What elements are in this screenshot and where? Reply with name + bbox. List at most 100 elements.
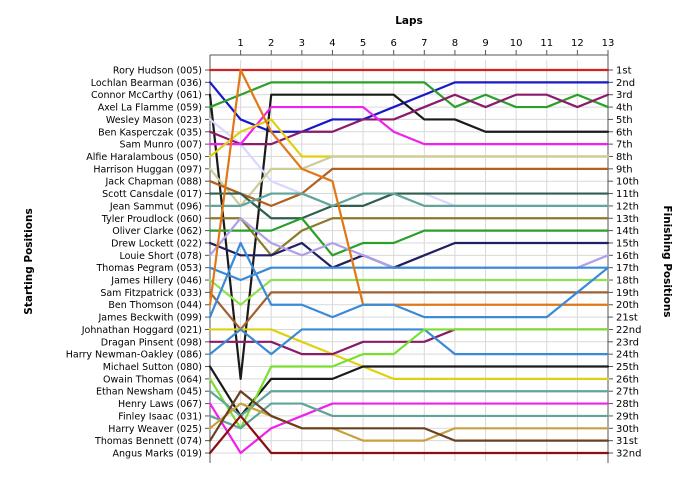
series-line	[208, 328, 610, 430]
series-line	[208, 192, 610, 220]
series-line	[208, 328, 610, 356]
series-line	[208, 266, 610, 282]
lap-tick-label: 7	[421, 38, 427, 49]
series-line	[208, 155, 610, 207]
driver-label: Ben Thomson (044)	[108, 300, 202, 311]
finishing-label: 19th	[616, 288, 639, 299]
driver-label: James Beckwith (099)	[98, 313, 203, 324]
finishing-label: 8th	[616, 152, 633, 163]
finishing-label: 16th	[616, 251, 639, 262]
series-layer	[208, 68, 610, 455]
driver-label: Wesley Mason (023)	[106, 115, 202, 126]
series-line	[208, 81, 610, 109]
finishing-label: 29th	[616, 411, 639, 422]
driver-label: Tyler Proudlock (060)	[101, 214, 202, 225]
lap-tick-label: 6	[391, 38, 397, 49]
driver-label: Rory Hudson (005)	[113, 66, 202, 77]
finishing-label: 30th	[616, 424, 639, 435]
driver-label: Dragan Pinsent (098)	[101, 337, 202, 348]
series-line	[208, 402, 610, 442]
driver-label: Ben Kasperczak (035)	[98, 127, 202, 138]
finishing-label: 5th	[616, 115, 633, 126]
driver-label: Louie Short (078)	[119, 251, 202, 262]
finishing-label: 3rd	[616, 90, 633, 101]
driver-label: Jack Chapman (088)	[104, 177, 202, 188]
driver-label: Axel La Flamme (059)	[98, 103, 202, 114]
driver-label: Ethan Newsham (045)	[96, 387, 202, 398]
series-line	[208, 167, 610, 207]
finishing-label: 1st	[616, 66, 632, 77]
left-axis-title: Starting Positions	[23, 208, 35, 314]
driver-label: Jean Sammut (096)	[109, 201, 202, 212]
series-line	[208, 217, 610, 257]
series-line	[208, 365, 610, 418]
finishing-label: 12th	[616, 201, 639, 212]
series-line	[208, 328, 610, 380]
driver-label: Oliver Clarke (062)	[112, 226, 202, 237]
driver-label: Scott Cansdale (017)	[102, 189, 202, 200]
driver-label: Finley Isaac (031)	[118, 411, 202, 422]
finishing-label: 26th	[616, 374, 639, 385]
series-line	[208, 402, 610, 430]
lap-tick-label: 8	[452, 38, 458, 49]
series-line	[208, 81, 610, 133]
lap-tick-label: 1	[237, 38, 243, 49]
driver-label: Angus Marks (019)	[113, 449, 202, 460]
series-line	[208, 192, 610, 207]
series-line	[208, 241, 610, 319]
finishing-label: 6th	[616, 127, 633, 138]
label-layer: Laps Starting Positions Finishing Positi…	[23, 15, 673, 460]
finishing-label: 14th	[616, 226, 639, 237]
series-line	[208, 68, 610, 306]
series-line	[208, 93, 610, 146]
lap-tick-label: 11	[540, 38, 553, 49]
finishing-label: 28th	[616, 399, 639, 410]
driver-label: Connor McCarthy (061)	[91, 90, 202, 101]
finishing-label: 13th	[616, 214, 639, 225]
finishing-label: 4th	[616, 103, 633, 114]
driver-label: Lochlan Bearman (036)	[91, 78, 202, 89]
driver-label: Thomas Bennett (074)	[94, 436, 202, 447]
series-line	[208, 414, 610, 455]
finishing-label: 2nd	[616, 78, 635, 89]
driver-label: Sam Fitzpatrick (033)	[100, 288, 202, 299]
series-line	[208, 390, 610, 442]
finishing-label: 23rd	[616, 337, 639, 348]
series-line	[208, 217, 610, 257]
lap-tick-label: 3	[299, 38, 305, 49]
driver-label: Henry Laws (067)	[118, 399, 202, 410]
lap-tick-label: 12	[571, 38, 584, 49]
axis-layer	[205, 50, 613, 463]
finishing-label: 21st	[616, 313, 638, 324]
finishing-label: 32nd	[616, 449, 641, 460]
driver-label: Harry Newman-Oakley (086)	[66, 350, 202, 361]
finishing-label: 20th	[616, 300, 639, 311]
driver-label: Drew Lockett (022)	[111, 238, 202, 249]
finishing-label: 25th	[616, 362, 639, 373]
finishing-label: 11th	[616, 189, 639, 200]
lap-tick-label: 10	[510, 38, 523, 49]
series-line	[208, 93, 610, 380]
finishing-label: 10th	[616, 177, 639, 188]
driver-label: Sam Munro (007)	[120, 140, 202, 151]
finishing-label: 7th	[616, 140, 633, 151]
driver-label: Johnathan Hoggard (021)	[81, 325, 202, 336]
series-line	[208, 278, 610, 306]
driver-label: Michael Sutton (080)	[103, 362, 202, 373]
finishing-label: 17th	[616, 263, 639, 274]
finishing-label: 9th	[616, 164, 633, 175]
x-axis-title: Laps	[395, 15, 423, 27]
driver-label: Thomas Pegram (053)	[96, 263, 203, 274]
series-line	[208, 241, 610, 269]
finishing-label: 24th	[616, 350, 639, 361]
lap-tick-label: 13	[602, 38, 615, 49]
finishing-label: 22nd	[616, 325, 641, 336]
right-axis-title: Finishing Positions	[661, 205, 673, 317]
finishing-label: 27th	[616, 387, 639, 398]
finishing-label: 31st	[616, 436, 638, 447]
driver-label: Alfie Haralambous (050)	[86, 152, 202, 163]
driver-label: Harrison Huggan (097)	[93, 164, 202, 175]
driver-label: Owain Thomas (064)	[103, 374, 202, 385]
series-line	[208, 402, 610, 455]
